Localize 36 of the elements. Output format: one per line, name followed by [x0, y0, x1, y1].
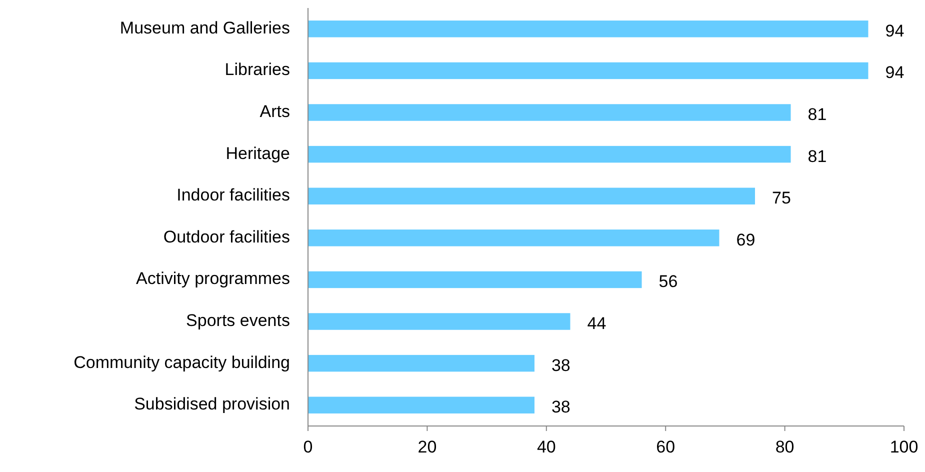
bar [308, 271, 642, 288]
y-tick-label: Heritage [226, 144, 290, 163]
bar [308, 313, 570, 330]
bar [308, 146, 791, 163]
bar [308, 354, 534, 372]
data-label: 69 [736, 230, 756, 250]
y-tick-label: Community capacity building [74, 352, 290, 372]
bar [308, 230, 720, 246]
bar [308, 104, 791, 121]
data-label: 56 [658, 272, 678, 292]
data-label: 38 [551, 398, 570, 417]
x-tick-label: 20 [418, 437, 437, 456]
y-tick-label: Subsidised provision [134, 394, 290, 414]
y-tick-label: Activity programmes [136, 269, 290, 288]
data-label: 81 [808, 104, 827, 124]
bar [308, 20, 868, 38]
y-tick-label: Sports events [186, 310, 290, 330]
y-tick-label: Museum and Galleries [120, 18, 290, 38]
y-tick-label: Libraries [224, 60, 290, 80]
data-label: 94 [885, 63, 904, 82]
y-tick-label: Indoor facilities [176, 186, 290, 205]
bar [308, 396, 534, 414]
x-tick-label: 100 [890, 437, 918, 456]
data-label: 38 [551, 356, 570, 375]
bar [308, 62, 868, 80]
bar [308, 188, 755, 204]
data-label: 44 [587, 314, 606, 333]
y-tick-label: Outdoor facilities [163, 227, 290, 246]
x-tick-label: 80 [775, 437, 794, 456]
data-label: 94 [885, 21, 904, 40]
data-label: 75 [772, 188, 791, 208]
x-tick-label: 0 [303, 437, 313, 456]
data-label: 81 [808, 146, 827, 166]
x-tick-label: 40 [536, 437, 556, 456]
y-tick-label: Arts [260, 102, 290, 121]
x-tick-label: 60 [656, 437, 676, 456]
